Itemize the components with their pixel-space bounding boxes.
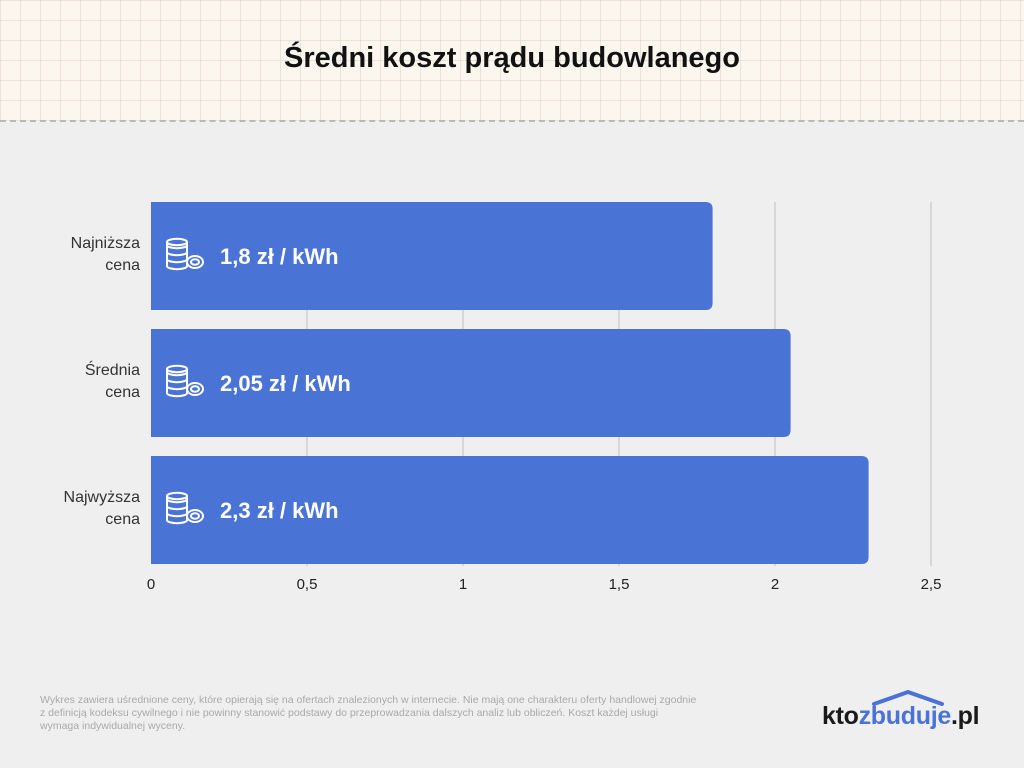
- category-label: cena: [105, 511, 140, 528]
- category-label: Najwyższa: [64, 489, 141, 506]
- x-tick-label: 0: [147, 576, 155, 593]
- logo-part-zbuduje: zbuduje: [858, 702, 952, 730]
- data-label: 2,05 zł / kWh: [220, 371, 351, 396]
- x-tick-label: 1: [459, 576, 467, 593]
- logo-part-kto: kto: [822, 702, 859, 730]
- chart-title: Średni koszt prądu budowlanego: [284, 42, 740, 74]
- x-tick-label: 2: [771, 576, 779, 593]
- category-label: cena: [105, 257, 140, 274]
- category-label: Średnia: [85, 360, 140, 379]
- x-tick-label: 1,5: [609, 576, 630, 593]
- header-band: [0, 0, 1024, 122]
- coins-icon: [166, 237, 204, 271]
- house-roof-icon: [872, 690, 944, 706]
- logo-part-pl: .pl: [950, 702, 980, 730]
- bar-chart: 0 0,5 1 1,5 2 2,5 1,8 zł / kWh Najniższa cena 2,0…: [64, 202, 942, 593]
- bar: [151, 329, 791, 437]
- category-label: cena: [105, 384, 140, 401]
- data-label: 2,3 zł / kWh: [220, 498, 339, 523]
- bar: [151, 202, 713, 310]
- data-label: 1,8 zł / kWh: [220, 244, 339, 269]
- coins-icon: [166, 364, 204, 398]
- x-tick-label: 0,5: [297, 576, 318, 593]
- coins-icon: [166, 491, 204, 525]
- bar: [151, 456, 869, 564]
- category-label: Najniższa: [71, 235, 140, 252]
- footnote: Wykres zawiera uśrednione ceny, które op…: [40, 694, 697, 732]
- brand-logo-text: ktozbuduje.pl: [822, 702, 980, 731]
- x-tick-label: 2,5: [921, 576, 942, 593]
- brand-logo[interactable]: ktozbuduje.pl: [822, 690, 992, 734]
